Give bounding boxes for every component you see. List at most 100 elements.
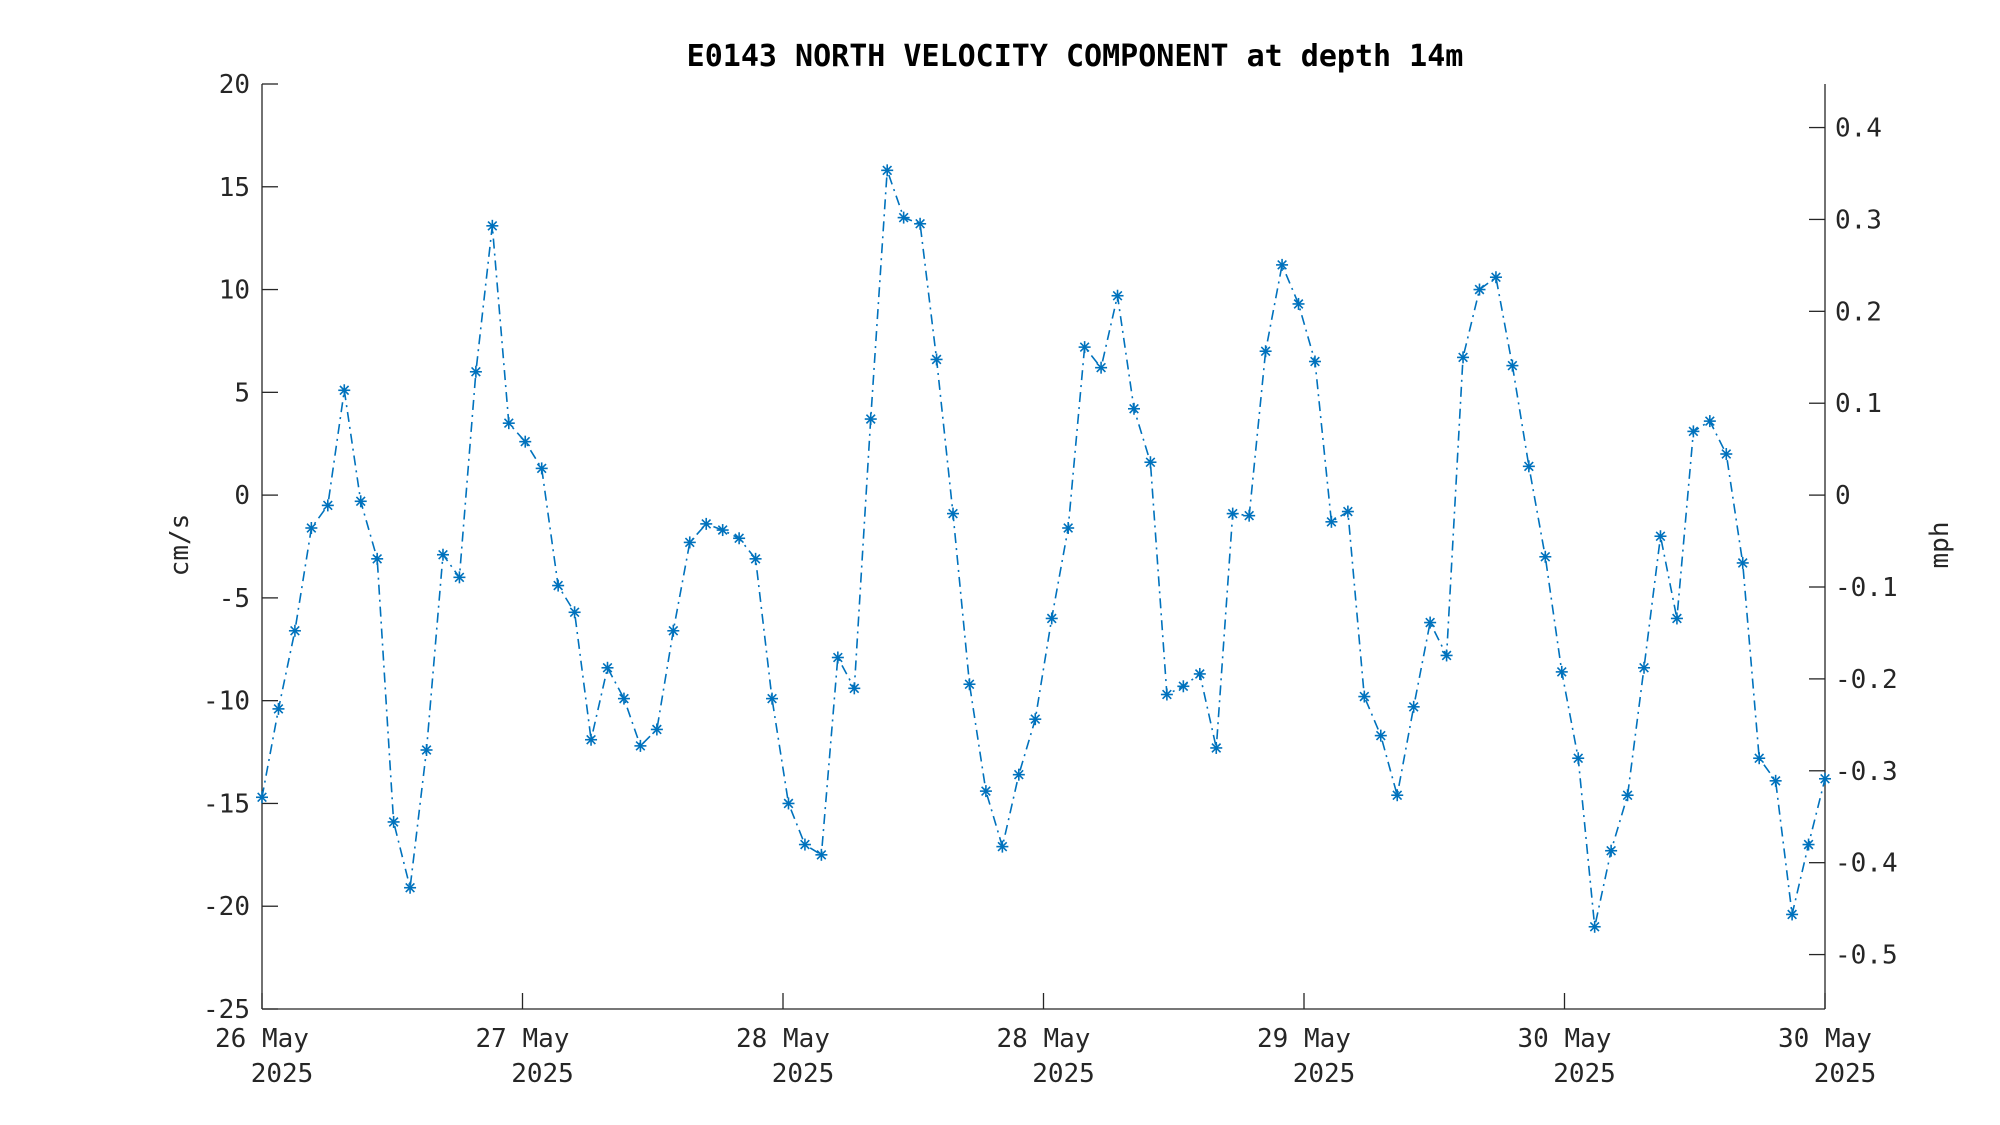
data-point xyxy=(272,702,285,715)
series xyxy=(256,164,1831,933)
data-point xyxy=(1555,665,1568,678)
data-point xyxy=(1012,768,1025,781)
data-point xyxy=(798,838,811,851)
x-tick-label-year: 2025 xyxy=(1293,1059,1356,1089)
data-point xyxy=(453,571,466,584)
data-point xyxy=(1029,713,1042,726)
x-tick-label-date: 29 May xyxy=(1257,1024,1351,1054)
y2-tick-label: -0.4 xyxy=(1835,849,1898,879)
data-point xyxy=(979,785,992,798)
data-point xyxy=(1753,752,1766,765)
data-point xyxy=(1210,741,1223,754)
data-point xyxy=(1670,612,1683,625)
data-point xyxy=(963,678,976,691)
x-tick-label-year: 2025 xyxy=(1553,1059,1616,1089)
data-point xyxy=(667,624,680,637)
data-point xyxy=(1621,789,1634,802)
y-tick-label: -5 xyxy=(219,584,250,614)
data-point xyxy=(930,353,943,366)
data-point xyxy=(881,164,894,177)
data-point xyxy=(1276,258,1289,271)
chart-title: E0143 NORTH VELOCITY COMPONENT at depth … xyxy=(687,39,1464,74)
x-tick-label-date: 30 May xyxy=(1518,1024,1612,1054)
data-point xyxy=(831,651,844,664)
y-tick-label: -15 xyxy=(203,789,250,819)
y2-tick-label: -0.5 xyxy=(1835,941,1898,971)
data-point xyxy=(256,791,268,804)
data-point xyxy=(1638,661,1651,674)
data-point xyxy=(716,524,729,537)
data-point xyxy=(568,606,581,619)
data-point xyxy=(321,499,334,512)
data-point xyxy=(1703,415,1716,428)
data-point xyxy=(947,507,960,520)
data-point xyxy=(1605,844,1618,857)
y-tick-label: 15 xyxy=(219,173,250,203)
data-point xyxy=(1588,920,1601,933)
y2-tick-label: 0 xyxy=(1835,481,1851,511)
data-point xyxy=(815,848,828,861)
data-point xyxy=(1473,283,1486,296)
data-point xyxy=(1802,838,1815,851)
data-point xyxy=(1341,505,1354,518)
y2-tick-label: 0.1 xyxy=(1835,389,1882,419)
data-point xyxy=(700,517,713,530)
data-point xyxy=(996,840,1009,853)
data-point xyxy=(1078,341,1091,354)
data-point xyxy=(1358,690,1371,703)
y2-tick-label: -0.3 xyxy=(1835,757,1898,787)
data-point xyxy=(1522,460,1535,473)
y-tick-label: -20 xyxy=(203,892,250,922)
data-point xyxy=(897,211,910,224)
data-point xyxy=(1440,649,1453,662)
data-point xyxy=(486,219,499,232)
data-point xyxy=(585,733,598,746)
axes: 20 15 10 5 0 -5 -10 -15 -20 -25 0.4 0.3 0.2 0.1 0 -0.1 -… xyxy=(203,70,1898,1089)
data-point xyxy=(634,739,647,752)
y2-tick-label: 0.2 xyxy=(1835,297,1882,327)
y2-axis-label: mph xyxy=(1925,522,1955,569)
x-tick-label-date: 27 May xyxy=(476,1024,570,1054)
data-point xyxy=(1045,612,1058,625)
y2-tick-label: 0.4 xyxy=(1835,114,1882,144)
y-axis-label: cm/s xyxy=(165,514,195,577)
data-point xyxy=(502,417,515,430)
x-tick-label-date: 30 May xyxy=(1778,1024,1872,1054)
data-point xyxy=(1457,351,1470,364)
y-tick-label: 20 xyxy=(219,70,250,100)
data-point xyxy=(1654,530,1667,543)
y-tick-label: 0 xyxy=(234,481,250,511)
data-point xyxy=(1539,550,1552,563)
data-point xyxy=(1489,271,1502,284)
data-point xyxy=(404,881,417,894)
x-tick-label-date: 28 May xyxy=(997,1024,1091,1054)
data-point xyxy=(1424,616,1437,629)
data-point xyxy=(1506,359,1519,372)
data-point xyxy=(371,552,384,565)
data-point xyxy=(1095,361,1108,374)
data-point xyxy=(1259,345,1272,358)
x-tick-label-year: 2025 xyxy=(1032,1059,1095,1089)
data-point xyxy=(305,522,318,534)
data-point xyxy=(1243,509,1256,522)
y-tick-label: -10 xyxy=(203,687,250,717)
data-point xyxy=(848,682,861,695)
y-tick-label: -25 xyxy=(203,995,250,1025)
data-point xyxy=(288,624,301,637)
x-tick-label-date: 28 May xyxy=(736,1024,830,1054)
data-point xyxy=(387,815,400,828)
y-tick-label: 5 xyxy=(234,378,250,408)
data-point xyxy=(1572,752,1585,765)
data-point xyxy=(354,495,367,508)
data-point xyxy=(1819,772,1831,785)
data-point xyxy=(1292,297,1305,310)
x-tick-label-year: 2025 xyxy=(511,1059,574,1089)
x-tick-label-year: 2025 xyxy=(772,1059,835,1089)
y-tick-label: 10 xyxy=(219,276,250,306)
y2-tick-label: -0.1 xyxy=(1835,573,1898,603)
x-tick-label-year: 2025 xyxy=(251,1059,314,1089)
data-point xyxy=(1374,729,1387,742)
data-point xyxy=(1193,667,1206,680)
